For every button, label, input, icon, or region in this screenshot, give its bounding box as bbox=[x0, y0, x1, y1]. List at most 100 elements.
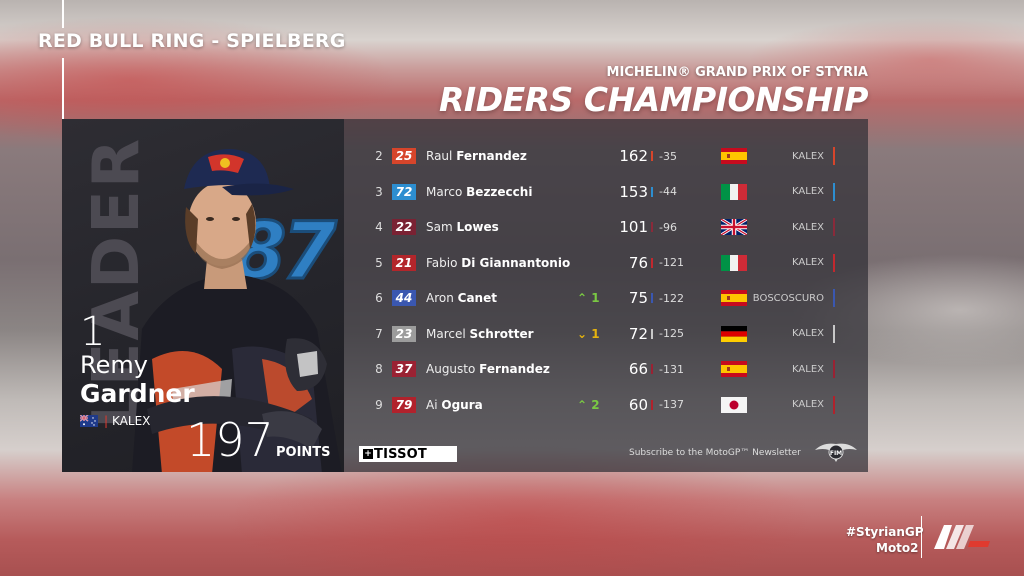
team-name: KALEX bbox=[792, 399, 824, 410]
rider-points: 60 bbox=[628, 395, 648, 414]
team-color-tick bbox=[651, 293, 653, 303]
championship-title: RIDERS CHAMPIONSHIP bbox=[439, 80, 869, 119]
arrow-down-icon: ⌄ bbox=[577, 326, 592, 341]
rider-number-badge: 79 bbox=[392, 396, 416, 413]
rider-name: Ai Ogura bbox=[426, 397, 483, 412]
row-position: 3 bbox=[375, 184, 383, 199]
fim-logo-icon: FIM bbox=[815, 443, 857, 462]
rider-name: Sam Lowes bbox=[426, 220, 499, 234]
points-gap: -131 bbox=[659, 362, 684, 376]
standings-row: 8 37 Augusto Fernandez 66 -131 KALEX bbox=[344, 354, 868, 384]
spain-flag-icon bbox=[721, 290, 747, 306]
standings-row: 5 21 Fabio Di Giannantonio 76 -121 KALEX bbox=[344, 248, 868, 278]
points-gap: -125 bbox=[659, 327, 684, 340]
grand-prix-name: MICHELIN® GRAND PRIX OF STYRIA bbox=[606, 65, 868, 80]
standings-row: 2 25 Raul Fernandez 162 -35 KALEX bbox=[344, 141, 868, 171]
rider-name: Fabio Di Giannantonio bbox=[426, 255, 571, 270]
rider-points: 76 bbox=[628, 253, 648, 272]
team-color-bar bbox=[833, 324, 835, 343]
team-name: KALEX bbox=[792, 257, 824, 268]
standings-row: 4 22 Sam Lowes 101 -96 KALEX bbox=[344, 212, 868, 242]
rider-points: 162 bbox=[619, 147, 648, 165]
australia-flag-icon bbox=[80, 415, 98, 427]
team-color-tick bbox=[651, 151, 653, 161]
team-color-bar bbox=[833, 289, 835, 307]
rider-number-badge: 21 bbox=[392, 254, 416, 271]
row-position: 8 bbox=[375, 362, 383, 376]
leader-position: 1 bbox=[80, 309, 106, 355]
position-change-up: ⌃ 1 bbox=[577, 291, 600, 305]
team-color-tick bbox=[651, 257, 653, 268]
rider-number-badge: 37 bbox=[392, 361, 416, 377]
team-color-bar bbox=[833, 360, 835, 378]
rider-name: Marcel Schrotter bbox=[426, 326, 534, 341]
points-gap: -137 bbox=[659, 398, 684, 411]
team-color-tick bbox=[651, 186, 653, 197]
team-name: KALEX bbox=[792, 328, 824, 339]
rider-name: Raul Fernandez bbox=[426, 149, 527, 163]
leader-last-name: Gardner bbox=[80, 379, 195, 408]
team-color-tick bbox=[651, 222, 653, 232]
uk-flag-icon bbox=[721, 219, 747, 235]
motogp-logo-icon bbox=[934, 525, 990, 549]
team-color-tick bbox=[651, 364, 653, 374]
points-gap: -96 bbox=[659, 220, 677, 234]
rider-number-badge: 25 bbox=[392, 148, 416, 164]
team-name: BOSCOSCURO bbox=[752, 292, 824, 304]
row-position: 7 bbox=[375, 326, 383, 341]
bottom-separator bbox=[921, 516, 922, 558]
rider-number-badge: 44 bbox=[392, 290, 416, 306]
arrow-up-icon: ⌃ bbox=[577, 291, 592, 305]
team-name: KALEX bbox=[792, 221, 824, 233]
team-color-bar bbox=[833, 182, 835, 201]
standings-panel: 2 2 5 Raul Fernandez 162 -35 KALEX 3 72 Marco Bez… bbox=[344, 119, 868, 472]
left-accent-line-top bbox=[62, 0, 64, 28]
rider-name: Augusto Fernandez bbox=[426, 362, 550, 376]
tissot-logo: + TISSOT bbox=[359, 446, 457, 462]
svg-text:FIM: FIM bbox=[830, 450, 842, 457]
rider-name: Marco Bezzecchi bbox=[426, 184, 533, 199]
row-position: 6 bbox=[375, 291, 383, 305]
leader-points-label: POINTS bbox=[276, 445, 331, 460]
newsletter-subscribe-link[interactable]: Subscribe to the MotoGP™ Newsletter bbox=[629, 448, 801, 458]
leader-first-name: Remy bbox=[80, 351, 148, 379]
standings-row: 6 44 Aron Canet ⌃ 1 75 -122 BOSCOSCURO bbox=[344, 283, 868, 313]
points-gap: -35 bbox=[659, 149, 677, 163]
venue-title: RED BULL RING - SPIELBERG bbox=[38, 30, 346, 52]
rider-name: Aron Canet bbox=[426, 291, 497, 305]
class-label: Moto2 bbox=[876, 541, 919, 555]
rider-points: 75 bbox=[628, 289, 648, 307]
position-change-down: ⌄ 1 bbox=[577, 326, 600, 341]
germany-flag-icon bbox=[721, 325, 747, 342]
rider-points: 101 bbox=[619, 218, 648, 236]
row-position: 5 bbox=[375, 255, 383, 270]
spain-flag-icon bbox=[721, 148, 747, 164]
points-gap: -121 bbox=[659, 256, 684, 269]
team-color-bar bbox=[833, 218, 835, 236]
team-color-tick bbox=[651, 399, 653, 410]
italy-flag-icon bbox=[721, 254, 747, 271]
standings-row: 3 72 Marco Bezzecchi 153 -44 KALEX bbox=[344, 177, 868, 207]
team-color-tick bbox=[651, 328, 653, 339]
team-color-bar bbox=[833, 147, 835, 165]
leader-team: | KALEX bbox=[104, 414, 151, 428]
team-name: KALEX bbox=[792, 150, 824, 162]
leader-panel: LEADER 87 1 Remy Gardner bbox=[62, 119, 344, 472]
points-gap: -122 bbox=[659, 291, 684, 305]
team-color-bar bbox=[833, 253, 835, 272]
rider-points: 66 bbox=[628, 360, 648, 378]
italy-flag-icon bbox=[721, 183, 747, 200]
rider-points: 72 bbox=[628, 324, 648, 343]
japan-flag-icon bbox=[721, 396, 747, 413]
team-name: KALEX bbox=[792, 363, 824, 375]
rider-points: 153 bbox=[619, 182, 648, 201]
hashtag-label: #StyrianGP bbox=[846, 525, 924, 539]
standings-row: 9 79 Ai Ogura ⌃ 2 60 -137 KALEX bbox=[344, 390, 868, 420]
team-color-bar bbox=[833, 395, 835, 414]
arrow-up-icon: ⌃ bbox=[577, 397, 592, 412]
team-name: KALEX bbox=[792, 186, 824, 197]
rider-number-badge: 72 bbox=[392, 183, 416, 200]
position-change-up: ⌃ 2 bbox=[577, 397, 600, 412]
rider-number-badge: 22 bbox=[392, 219, 416, 235]
points-gap: -44 bbox=[659, 185, 677, 198]
